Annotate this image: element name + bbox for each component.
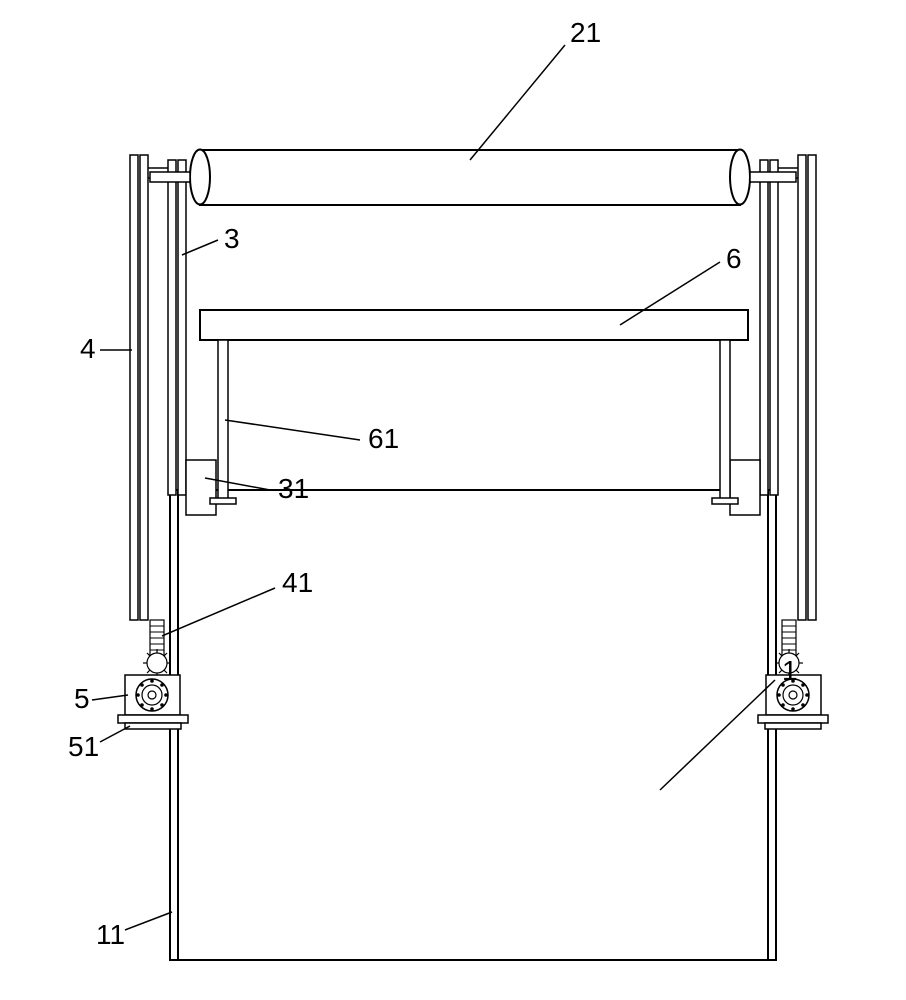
label-41: 41 <box>282 567 313 598</box>
label-51: 51 <box>68 731 99 762</box>
label-1: 1 <box>782 655 798 686</box>
label-61: 61 <box>368 423 399 454</box>
motor-left <box>125 675 180 715</box>
outer-column-right <box>798 155 816 620</box>
base-plate-right <box>758 715 828 723</box>
engineering-diagram: 21 3 6 4 61 31 41 5 51 11 1 <box>0 0 906 1000</box>
main-body <box>170 490 776 960</box>
base-plate-right-lower <box>765 723 821 729</box>
outer-column-left <box>130 155 148 620</box>
label-21: 21 <box>570 17 601 48</box>
label-11: 11 <box>96 919 125 950</box>
label-4: 4 <box>80 333 96 364</box>
label-6: 6 <box>726 243 742 274</box>
label-31: 31 <box>278 473 309 504</box>
gear-left <box>143 649 171 677</box>
base-plate-left <box>118 715 188 723</box>
top-roller <box>150 150 796 206</box>
label-3: 3 <box>224 223 240 254</box>
label-5: 5 <box>74 683 90 714</box>
base-plate-left-lower <box>125 723 181 729</box>
